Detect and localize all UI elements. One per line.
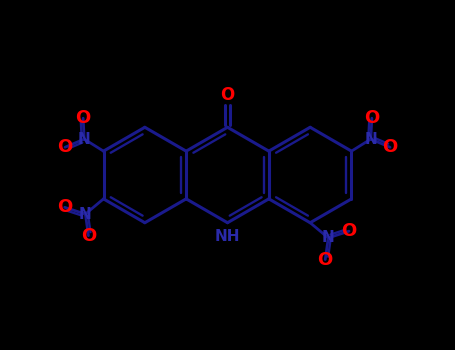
Text: O: O bbox=[341, 222, 357, 240]
Text: N: N bbox=[78, 132, 91, 147]
Text: O: O bbox=[382, 138, 398, 156]
Text: NH: NH bbox=[215, 229, 240, 244]
Text: O: O bbox=[318, 251, 333, 268]
Text: N: N bbox=[322, 230, 334, 245]
Text: O: O bbox=[57, 138, 73, 156]
Text: O: O bbox=[364, 109, 379, 127]
Text: O: O bbox=[57, 198, 72, 216]
Text: O: O bbox=[81, 227, 96, 245]
Text: N: N bbox=[364, 132, 377, 147]
Text: N: N bbox=[79, 206, 92, 222]
Text: O: O bbox=[76, 109, 91, 127]
Text: O: O bbox=[220, 85, 235, 104]
